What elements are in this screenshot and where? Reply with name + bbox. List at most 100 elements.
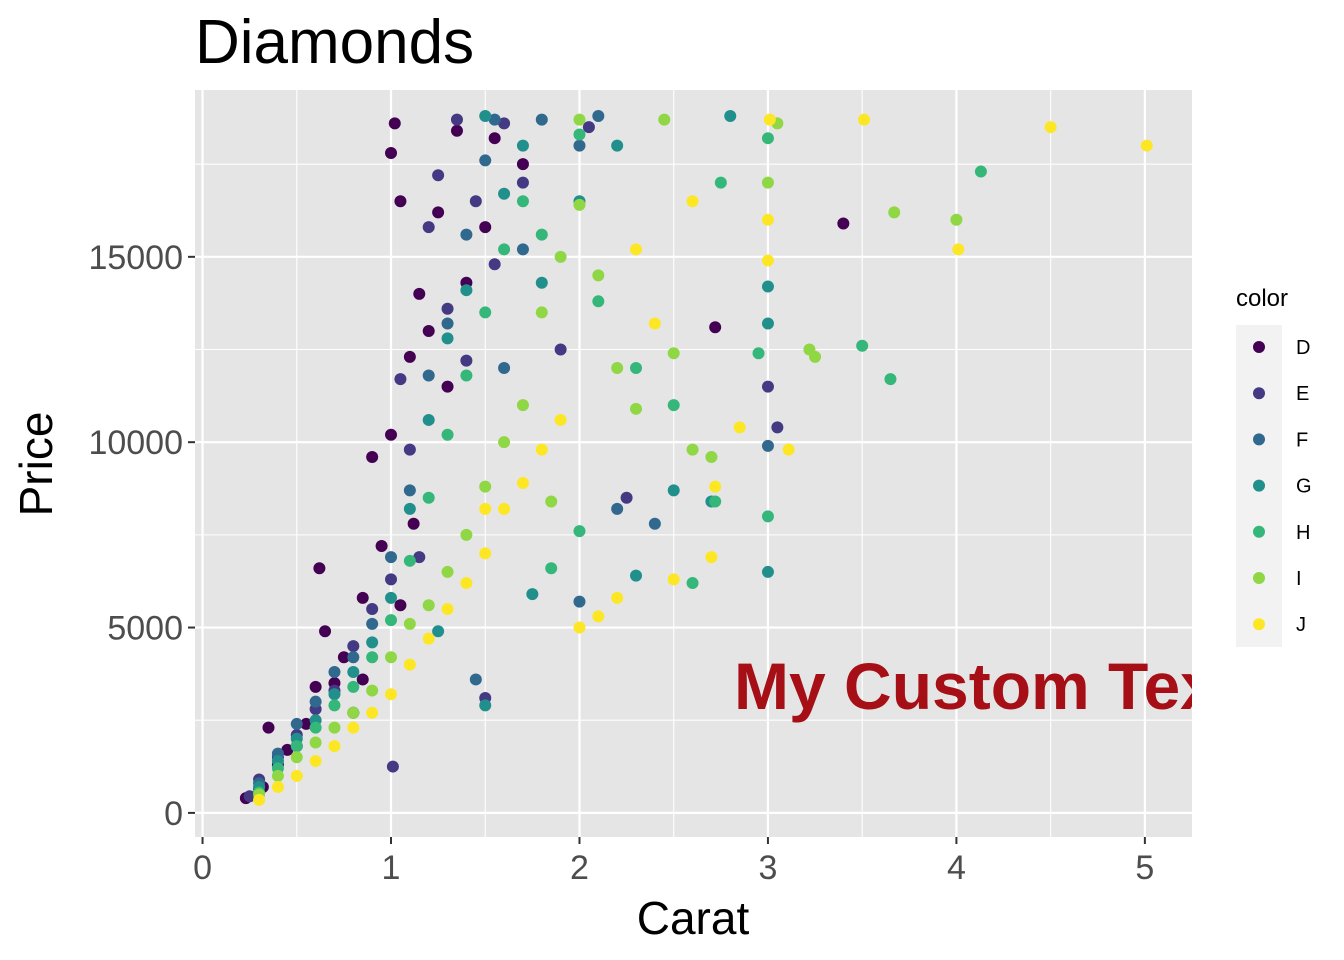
data-point-G <box>498 187 511 200</box>
data-point-H <box>752 347 765 360</box>
legend-key-F <box>1253 433 1265 446</box>
data-point-H <box>856 339 869 352</box>
grid-minor <box>195 90 1192 837</box>
legend-label: D <box>1296 337 1310 359</box>
data-point-J <box>858 113 871 126</box>
data-point-H <box>290 740 303 753</box>
data-point-G <box>347 666 360 679</box>
data-point-D <box>394 195 407 208</box>
x-axis-title: Carat <box>637 892 750 944</box>
data-point-F <box>460 228 473 241</box>
data-point-F <box>290 717 303 730</box>
data-point-H <box>309 721 322 734</box>
data-point-H <box>884 373 897 386</box>
data-point-I <box>573 198 586 211</box>
data-point-H <box>498 243 511 256</box>
data-point-H <box>545 562 558 575</box>
data-point-E <box>771 421 784 434</box>
data-point-D <box>432 206 445 219</box>
x-tick-label: 0 <box>193 849 212 887</box>
data-point-H <box>667 399 680 412</box>
data-point-F <box>611 502 624 515</box>
legend: color D E F G H I J <box>1236 285 1312 647</box>
data-point-I <box>592 269 605 282</box>
data-point-G <box>761 317 774 330</box>
data-point-F <box>441 317 454 330</box>
data-point-J <box>366 706 379 719</box>
data-point-F <box>761 439 774 452</box>
data-point-D <box>709 321 722 334</box>
data-point-I <box>347 706 360 719</box>
data-point-H <box>761 132 774 145</box>
data-point-I <box>667 347 680 360</box>
data-point-I <box>573 113 586 126</box>
data-point-D <box>407 517 420 530</box>
data-point-D <box>366 451 379 464</box>
data-point-E <box>582 121 595 134</box>
data-point-F <box>592 109 605 122</box>
data-point-F <box>403 484 416 497</box>
data-point-I <box>809 350 822 363</box>
data-point-J <box>441 603 454 616</box>
data-point-G <box>328 688 341 701</box>
data-point-I <box>611 362 624 375</box>
data-point-J <box>479 502 492 515</box>
data-point-I <box>403 617 416 630</box>
x-axis-ticks: 0 1 2 3 4 5 <box>193 837 1154 887</box>
data-point-J <box>403 658 416 671</box>
data-point-E <box>413 551 426 564</box>
data-point-F <box>573 139 586 152</box>
data-point-D <box>450 124 463 137</box>
data-point-D <box>300 717 313 730</box>
data-point-D <box>516 158 529 171</box>
data-point-J <box>763 113 776 126</box>
data-point-D <box>388 117 401 130</box>
data-point-G <box>630 569 643 582</box>
data-point-H <box>714 176 727 189</box>
data-point-I <box>761 176 774 189</box>
data-point-E <box>394 373 407 386</box>
legend-items: D E F G H I J <box>1253 337 1312 636</box>
data-point-E <box>761 380 774 393</box>
x-tick-label: 5 <box>1135 849 1154 887</box>
data-point-E <box>347 640 360 653</box>
data-point-H <box>441 428 454 441</box>
legend-key-I <box>1253 572 1265 584</box>
data-point-D <box>375 539 388 552</box>
data-point-D <box>403 350 416 363</box>
x-tick-label: 2 <box>570 849 589 887</box>
legend-label: F <box>1296 429 1308 451</box>
y-tick-label: 15000 <box>88 239 183 277</box>
data-point-H <box>479 306 492 319</box>
data-point-J <box>460 577 473 590</box>
data-point-G <box>441 332 454 345</box>
legend-label: G <box>1296 476 1312 498</box>
data-point-J <box>290 769 303 782</box>
data-point-E <box>432 169 445 182</box>
legend-title: color <box>1236 285 1288 312</box>
data-point-J <box>667 573 680 586</box>
data-point-D <box>319 625 332 638</box>
data-point-I <box>498 436 511 449</box>
data-point-I <box>479 480 492 493</box>
data-point-F <box>347 651 360 664</box>
data-point-G <box>516 139 529 152</box>
data-point-D <box>479 221 492 234</box>
data-point-I <box>271 769 284 782</box>
data-point-I <box>309 736 322 749</box>
y-tick-label: 5000 <box>107 610 183 648</box>
data-point-D <box>837 217 850 230</box>
data-point-J <box>554 413 567 426</box>
data-point-F <box>648 517 661 530</box>
data-point-D <box>356 673 369 686</box>
legend-label: E <box>1296 383 1309 405</box>
data-point-D <box>422 324 435 337</box>
data-point-J <box>733 421 746 434</box>
legend-label: J <box>1296 614 1306 636</box>
data-point-J <box>422 632 435 645</box>
data-point-F <box>328 666 341 679</box>
data-point-J <box>385 688 398 701</box>
data-point-F <box>573 595 586 608</box>
annotation-text: My Custom Text <box>734 649 1239 723</box>
legend-key-G <box>1253 479 1265 492</box>
